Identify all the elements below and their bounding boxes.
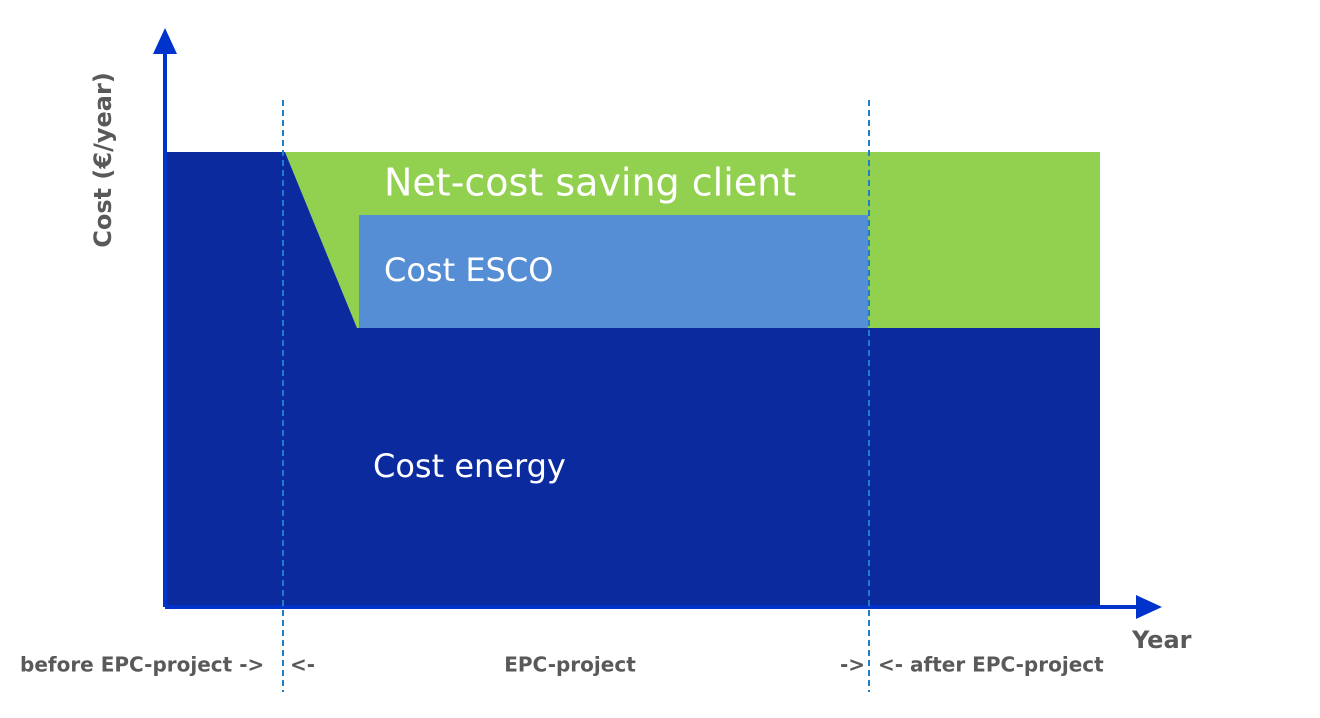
esco-area [359, 215, 868, 328]
area-label: Cost ESCO [384, 251, 553, 289]
phase-label: EPC-project [504, 653, 636, 677]
phase-label: -> [840, 653, 865, 677]
phase-label: <- after EPC-project [878, 653, 1104, 677]
phase-label: <- [290, 653, 315, 677]
area-label: Net-cost saving client [384, 161, 796, 205]
energy-area [165, 152, 1100, 607]
area-label: Cost energy [373, 447, 566, 485]
y-axis-label: Cost (€/year) [89, 72, 117, 248]
phase-label: before EPC-project -> [20, 653, 264, 677]
x-axis-label: Year [1131, 626, 1192, 654]
y-axis-arrow [153, 28, 177, 54]
x-axis-arrow [1136, 595, 1162, 619]
